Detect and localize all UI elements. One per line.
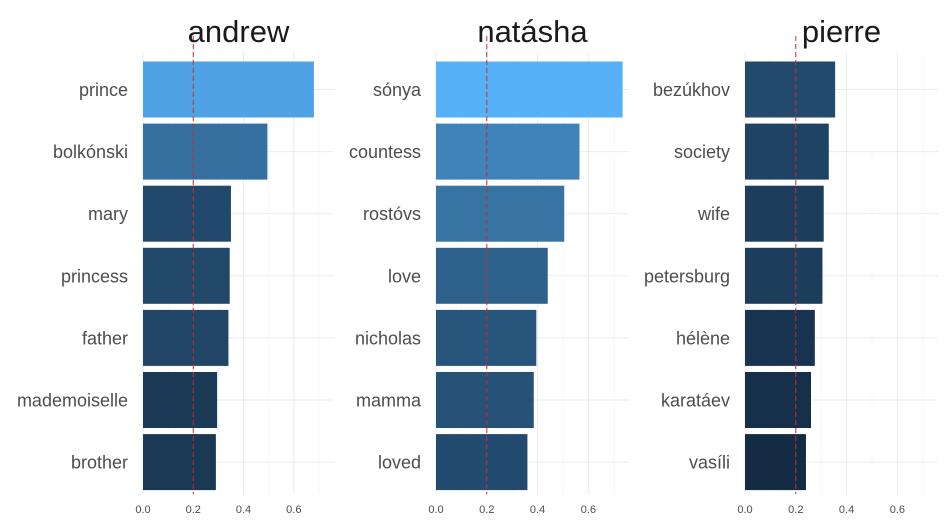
category-label: sónya <box>373 80 422 100</box>
bar-mamma <box>436 372 534 428</box>
category-label: loved <box>378 453 421 473</box>
panel-2: bezúkhov society wife petersburg hélène karat… <box>644 14 938 516</box>
x-tick-label: 0.2 <box>186 504 201 516</box>
bar-vasíli <box>745 434 806 491</box>
bar-bolkónski <box>143 123 268 180</box>
bar-love <box>436 247 548 304</box>
x-tick-label: 0.2 <box>479 504 494 516</box>
bar-rostóvs <box>436 185 565 242</box>
category-label: hélène <box>676 328 730 348</box>
bar-prince <box>143 61 314 118</box>
panel-title: pierre <box>802 14 881 49</box>
category-label: mamma <box>356 391 422 411</box>
x-tick-label: 0.0 <box>135 504 150 516</box>
panel-title: andrew <box>188 14 290 49</box>
bar-loved <box>436 434 528 491</box>
category-label: love <box>388 266 421 286</box>
category-label: society <box>674 142 730 162</box>
bar-hélène <box>745 309 815 366</box>
bar-bezúkhov <box>745 61 836 118</box>
category-label: rostóvs <box>363 204 421 224</box>
bar-sónya <box>436 61 623 118</box>
bar-society <box>745 123 829 180</box>
bar-mademoiselle <box>143 372 218 428</box>
category-label: brother <box>71 453 128 473</box>
bar-wife <box>745 185 824 242</box>
category-label: princess <box>61 266 128 286</box>
category-label: father <box>82 328 128 348</box>
category-label: mademoiselle <box>17 391 128 411</box>
category-label: petersburg <box>644 266 730 286</box>
x-tick-label: 0.4 <box>530 504 545 516</box>
bar-countess <box>436 123 580 180</box>
bar-mary <box>143 185 231 242</box>
category-label: karatáev <box>661 391 730 411</box>
x-tick-label: 0.0 <box>428 504 443 516</box>
panel-1: sónya countess rostóvs love nicholas mamma lov… <box>349 14 629 516</box>
panel-0: prince bolkónski mary princess father mademoi… <box>17 14 334 516</box>
bar-karatáev <box>745 372 812 428</box>
x-tick-label: 0.0 <box>737 504 752 516</box>
category-label: bezúkhov <box>653 80 730 100</box>
bar-nicholas <box>436 309 537 366</box>
category-label: nicholas <box>355 328 421 348</box>
category-label: prince <box>79 80 128 100</box>
x-tick-label: 0.6 <box>890 504 905 516</box>
category-label: vasíli <box>689 453 730 473</box>
category-label: countess <box>349 142 421 162</box>
bar-brother <box>143 434 216 491</box>
x-tick-label: 0.4 <box>839 504 854 516</box>
category-label: bolkónski <box>53 142 128 162</box>
bar-petersburg <box>745 247 823 304</box>
bar-princess <box>143 247 230 304</box>
bar-father <box>143 309 229 366</box>
x-tick-label: 0.6 <box>286 504 301 516</box>
x-tick-label: 0.2 <box>788 504 803 516</box>
x-tick-label: 0.6 <box>581 504 596 516</box>
panel-title: natásha <box>477 14 588 49</box>
category-label: mary <box>88 204 128 224</box>
category-label: wife <box>697 204 730 224</box>
x-tick-label: 0.4 <box>236 504 251 516</box>
